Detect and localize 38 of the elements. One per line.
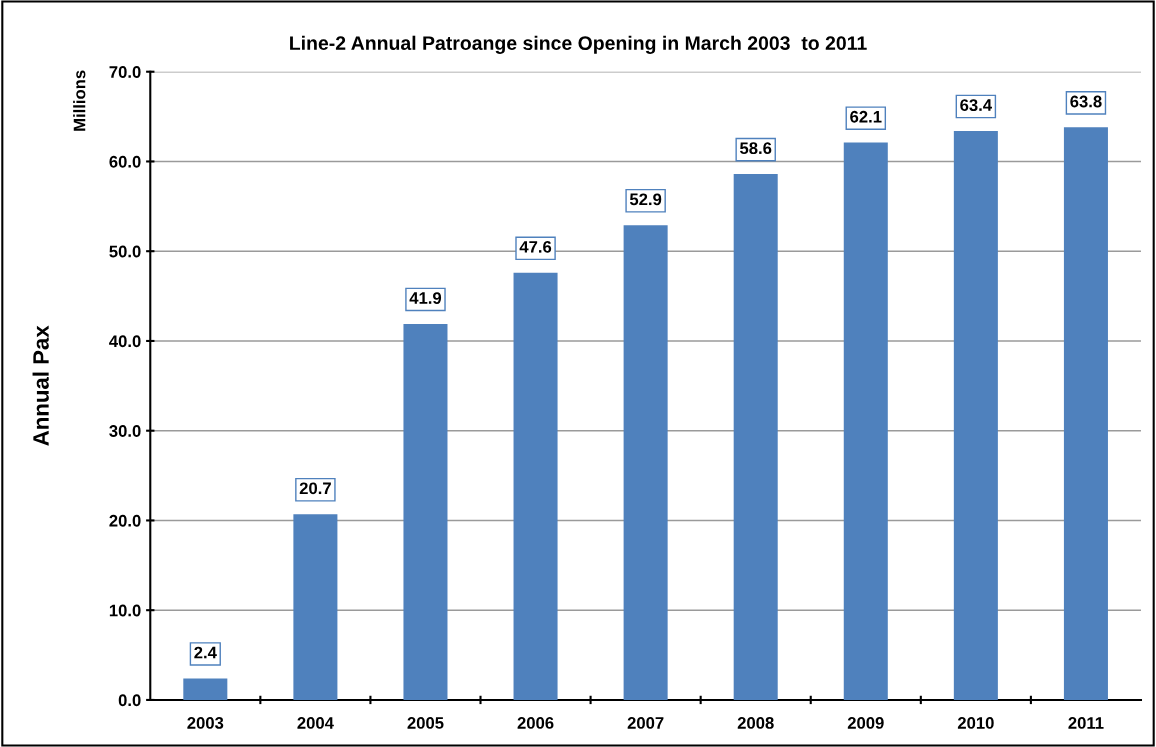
text: Millions (73, 70, 86, 131)
data-label: 47.6 (519, 240, 552, 253)
data-label: 41.9 (409, 292, 442, 304)
y-tick-label: 30.0 (109, 425, 141, 437)
data-label: 63.4 (960, 99, 992, 112)
bar (293, 514, 338, 700)
data-label: 63.8 (1070, 95, 1102, 108)
x-tick-label: 2008 (737, 717, 774, 729)
x-tick-label: 2011 (1068, 717, 1104, 729)
x-tick-label: 2003 (187, 717, 224, 729)
bar (513, 272, 558, 700)
data-label: 62.1 (850, 110, 882, 123)
bar (1063, 127, 1108, 700)
data-label: 20.7 (299, 482, 331, 495)
y-tick-label: 40.0 (109, 335, 141, 348)
bar (843, 142, 888, 700)
x-tick-label: 2004 (297, 717, 334, 729)
y-tick-label: 60.0 (109, 155, 141, 168)
bar (623, 225, 668, 700)
y-axis-title: Annual Pax (32, 325, 49, 446)
bar (953, 130, 998, 700)
y-tick-label: 0.0 (118, 694, 141, 707)
bar (733, 174, 778, 700)
x-tick-label: 2005 (407, 717, 444, 729)
chart-title: Line-2 Annual Patroange since Opening in March 2003 to 2011 (290, 35, 867, 54)
x-tick-label: 2010 (957, 717, 994, 729)
data-label: 52.9 (629, 193, 662, 206)
y-tick-label: 10.0 (109, 604, 141, 617)
bar (403, 323, 448, 700)
x-tick-label: 2006 (517, 717, 554, 729)
data-label: 2.4 (194, 646, 217, 659)
x-tick-label: 2009 (847, 717, 884, 729)
bar (183, 678, 228, 700)
data-label: 58.6 (740, 142, 772, 155)
y-tick-label: 70.0 (109, 66, 141, 78)
y-tick-label: 20.0 (109, 514, 141, 527)
x-tick-label: 2007 (627, 717, 664, 729)
y-tick-label: 50.0 (109, 245, 141, 258)
